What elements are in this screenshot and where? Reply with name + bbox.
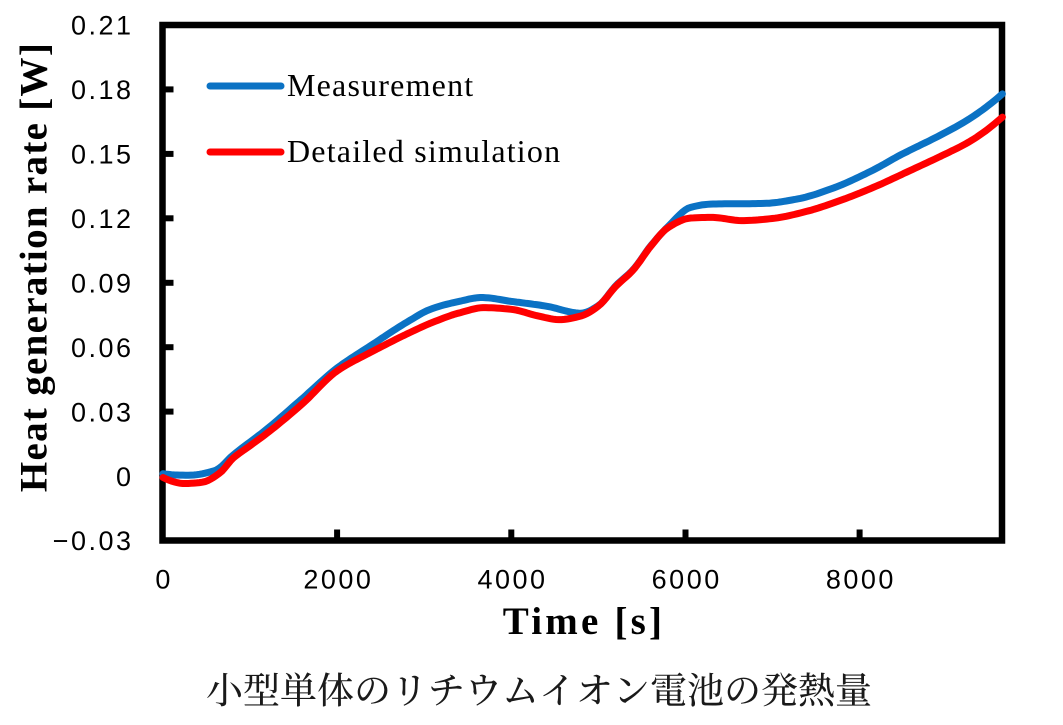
svg-text:−0.03: −0.03	[53, 526, 134, 556]
svg-text:4000: 4000	[477, 565, 547, 595]
svg-text:Time [s]: Time [s]	[503, 600, 665, 643]
svg-text:2000: 2000	[303, 565, 373, 595]
svg-text:Measurement: Measurement	[287, 67, 474, 103]
svg-text:0: 0	[155, 565, 173, 595]
svg-text:0.15: 0.15	[71, 140, 134, 170]
svg-text:8000: 8000	[826, 565, 896, 595]
svg-text:0.06: 0.06	[71, 333, 134, 363]
svg-text:0: 0	[116, 462, 134, 492]
svg-text:0.18: 0.18	[71, 75, 134, 105]
svg-text:6000: 6000	[652, 565, 722, 595]
svg-text:0.03: 0.03	[71, 397, 134, 427]
svg-text:0.09: 0.09	[71, 269, 134, 299]
svg-text:0.21: 0.21	[71, 11, 134, 41]
svg-text:0.12: 0.12	[71, 204, 134, 234]
svg-text:Detailed simulation: Detailed simulation	[287, 133, 561, 169]
svg-text:Heat generation rate [W]: Heat generation rate [W]	[13, 42, 56, 492]
